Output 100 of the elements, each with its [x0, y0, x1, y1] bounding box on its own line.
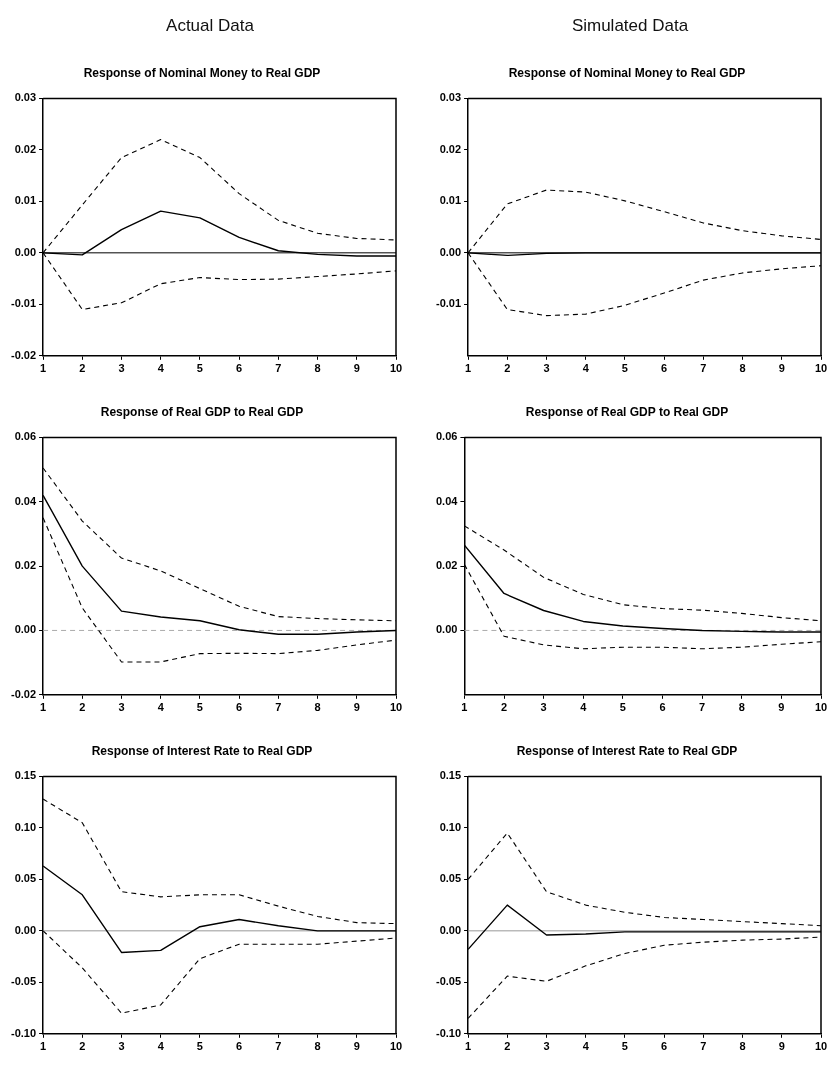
x-tick-label: 1: [40, 1040, 47, 1053]
x-tick-label: 7: [699, 701, 706, 714]
x-tick-label: 1: [40, 701, 47, 714]
x-tick-label: 6: [659, 701, 666, 714]
x-tick-label: 3: [543, 1040, 550, 1053]
x-tick-label: 5: [621, 1040, 628, 1053]
x-tick-label: 10: [389, 362, 403, 375]
chart-title: Response of Nominal Money to Real GDP: [83, 65, 321, 80]
x-tick-label: 3: [118, 701, 125, 714]
y-tick-label: 0.15: [439, 769, 462, 782]
x-tick-label: 1: [40, 362, 47, 375]
x-tick-label: 6: [661, 1040, 668, 1053]
x-tick-label: 5: [619, 701, 626, 714]
y-tick-label: 0.00: [14, 623, 37, 636]
x-tick-label: 7: [275, 362, 282, 375]
x-tick-label: 9: [778, 1040, 785, 1053]
x-tick-label: 8: [739, 1040, 746, 1053]
x-tick-label: 8: [314, 701, 321, 714]
y-tick-label: 0.10: [439, 820, 462, 833]
x-tick-label: 6: [236, 1040, 243, 1053]
y-tick-label: 0.01: [14, 194, 37, 207]
y-tick-label: -0.10: [10, 1026, 37, 1039]
x-tick-label: 4: [582, 1040, 590, 1053]
x-tick-label: 6: [236, 362, 243, 375]
x-tick-label: 7: [275, 701, 282, 714]
y-tick-label: 0.02: [14, 142, 37, 155]
x-tick-label: 9: [778, 701, 785, 714]
chart-title: Response of Interest Rate to Real GDP: [516, 743, 738, 758]
y-tick-label: 0.03: [14, 91, 37, 104]
x-tick-label: 8: [739, 362, 746, 375]
x-tick-label: 4: [157, 362, 165, 375]
x-tick-label: 4: [157, 701, 165, 714]
x-tick-label: 3: [118, 362, 125, 375]
x-tick-label: 10: [814, 1040, 828, 1053]
x-tick-label: 7: [700, 1040, 707, 1053]
x-tick-label: 6: [236, 701, 243, 714]
x-tick-label: 1: [465, 1040, 472, 1053]
chart-title: Response of Interest Rate to Real GDP: [91, 743, 313, 758]
x-tick-label: 1: [461, 701, 468, 714]
y-tick-label: -0.05: [435, 975, 462, 988]
y-tick-label: 0.00: [14, 923, 37, 936]
y-tick-label: 0.05: [14, 872, 37, 885]
y-tick-label: 0.00: [439, 245, 462, 258]
y-tick-label: 0.00: [435, 623, 458, 636]
x-tick-label: 7: [700, 362, 707, 375]
x-tick-label: 9: [778, 362, 785, 375]
y-tick-label: 0.03: [439, 91, 462, 104]
x-tick-label: 6: [661, 362, 668, 375]
x-tick-label: 10: [389, 701, 403, 714]
y-tick-label: 0.05: [439, 872, 462, 885]
x-tick-label: 1: [465, 362, 472, 375]
x-tick-label: 5: [621, 362, 628, 375]
x-tick-label: 8: [314, 362, 321, 375]
y-tick-label: 0.04: [435, 494, 459, 507]
x-tick-label: 4: [580, 701, 588, 714]
chart-title: Response of Real GDP to Real GDP: [525, 404, 729, 419]
x-tick-label: 3: [543, 362, 550, 375]
x-tick-label: 2: [79, 1040, 86, 1053]
x-tick-label: 4: [582, 362, 590, 375]
x-tick-label: 3: [540, 701, 547, 714]
y-tick-label: 0.04: [14, 494, 37, 507]
y-tick-label: 0.02: [435, 559, 458, 572]
y-tick-label: 0.00: [14, 245, 37, 258]
x-tick-label: 10: [814, 362, 828, 375]
y-tick-label: -0.05: [10, 975, 37, 988]
x-tick-label: 8: [314, 1040, 321, 1053]
x-tick-label: 2: [504, 362, 511, 375]
y-tick-label: 0.02: [14, 559, 37, 572]
x-tick-label: 7: [275, 1040, 282, 1053]
x-tick-label: 8: [738, 701, 745, 714]
x-tick-label: 5: [196, 1040, 203, 1053]
chart-title: Response of Nominal Money to Real GDP: [508, 65, 746, 80]
x-tick-label: 4: [157, 1040, 165, 1053]
y-tick-label: 0.01: [439, 194, 462, 207]
y-tick-label: -0.02: [10, 687, 37, 700]
y-tick-label: 0.06: [14, 430, 37, 443]
y-tick-label: 0.00: [439, 923, 462, 936]
text: Simulated Data: [570, 15, 690, 37]
x-tick-label: 5: [196, 362, 203, 375]
text: Actual Data: [165, 15, 255, 37]
y-tick-label: 0.15: [14, 769, 37, 782]
x-tick-label: 3: [118, 1040, 125, 1053]
x-tick-label: 5: [196, 701, 203, 714]
x-tick-label: 2: [504, 1040, 511, 1053]
y-tick-label: -0.01: [10, 297, 37, 310]
x-tick-label: 2: [79, 701, 86, 714]
x-tick-label: 9: [353, 1040, 360, 1053]
x-tick-label: 10: [814, 701, 828, 714]
y-tick-label: -0.01: [435, 297, 462, 310]
y-tick-label: 0.02: [439, 142, 462, 155]
y-tick-label: 0.10: [14, 820, 37, 833]
y-tick-label: 0.06: [435, 430, 458, 443]
x-tick-label: 2: [79, 362, 86, 375]
x-tick-label: 2: [500, 701, 508, 714]
y-tick-label: -0.02: [10, 348, 37, 361]
x-tick-label: 9: [353, 362, 360, 375]
y-tick-label: -0.10: [435, 1026, 462, 1039]
x-tick-label: 9: [353, 701, 360, 714]
chart-title: Response of Real GDP to Real GDP: [100, 404, 304, 419]
x-tick-label: 10: [389, 1040, 403, 1053]
